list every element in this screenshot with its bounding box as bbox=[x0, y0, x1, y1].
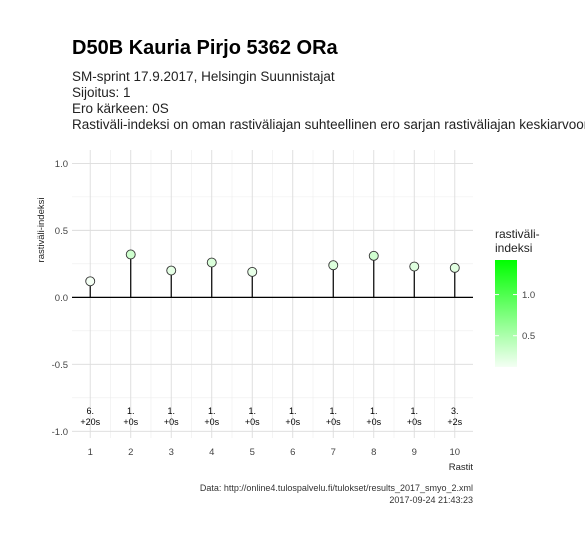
lollipop-point bbox=[125, 249, 136, 260]
y-tick-label: -1.0 bbox=[52, 427, 68, 438]
annotation-diff: +0s bbox=[285, 417, 300, 427]
subtitle-line-4: Rastiväli-indeksi on oman rastiväliajan … bbox=[72, 117, 585, 132]
annotation-rank: 1. bbox=[248, 406, 256, 416]
legend-title-line-1: rastiväli- bbox=[495, 227, 540, 241]
lollipop-point bbox=[328, 260, 339, 271]
annotation-diff: +0s bbox=[366, 417, 381, 427]
y-tick-label: 0.5 bbox=[55, 226, 68, 237]
annotation-diff: +0s bbox=[164, 417, 179, 427]
lollipop-point bbox=[166, 265, 177, 276]
annotation-rank: 1. bbox=[329, 406, 337, 416]
color-legend: rastiväli- indeksi 1.0 0.5 bbox=[495, 227, 540, 367]
x-axis: 1 2 3 4 5 6 7 8 9 10 bbox=[88, 447, 460, 458]
lollipop-point bbox=[368, 250, 379, 261]
chart-title: D50B Kauria Pirjo 5362 ORa bbox=[72, 37, 339, 59]
x-axis-label: Rastit bbox=[449, 462, 474, 473]
y-tick-label: -0.5 bbox=[52, 360, 68, 371]
x-tick-label: 10 bbox=[449, 447, 460, 458]
annotation-diff: +0s bbox=[245, 417, 260, 427]
annotation-diff: +20s bbox=[80, 417, 100, 427]
y-tick-label: 1.0 bbox=[55, 159, 68, 170]
annotation-rank: 1. bbox=[289, 406, 297, 416]
y-axis: -1.0 -0.5 0.0 0.5 1.0 bbox=[52, 159, 68, 438]
annotation-rank: 1. bbox=[127, 406, 135, 416]
legend-ticks: 1.0 0.5 bbox=[495, 290, 535, 342]
caption-timestamp: 2017-09-24 21:43:23 bbox=[389, 495, 473, 505]
lollipop-point bbox=[247, 266, 258, 277]
caption-source: Data: http://online4.tulospalvelu.fi/tul… bbox=[200, 483, 473, 493]
annotations: 6.+20s1.+0s1.+0s1.+0s1.+0s1.+0s1.+0s1.+0… bbox=[80, 406, 462, 427]
annotation-rank: 1. bbox=[370, 406, 378, 416]
annotation-rank: 1. bbox=[208, 406, 216, 416]
x-tick-label: 2 bbox=[128, 447, 133, 458]
lollipop-marks bbox=[85, 249, 460, 298]
annotation-rank: 1. bbox=[411, 406, 419, 416]
annotation-diff: +0s bbox=[326, 417, 341, 427]
annotation-diff: +0s bbox=[407, 417, 422, 427]
y-axis-label: rastiväli-indeksi bbox=[36, 198, 47, 263]
x-tick-label: 6 bbox=[290, 447, 295, 458]
annotation-rank: 1. bbox=[167, 406, 175, 416]
x-tick-label: 4 bbox=[209, 447, 214, 458]
annotation-diff: +2s bbox=[447, 417, 462, 427]
lollipop-point bbox=[449, 262, 460, 273]
subtitle-line-2: Sijoitus: 1 bbox=[72, 85, 131, 100]
x-tick-label: 9 bbox=[412, 447, 417, 458]
x-tick-label: 3 bbox=[169, 447, 174, 458]
grid bbox=[72, 150, 473, 438]
legend-colorbar bbox=[495, 260, 517, 367]
legend-tick-label: 1.0 bbox=[522, 290, 535, 301]
x-tick-label: 7 bbox=[331, 447, 336, 458]
annotation-diff: +0s bbox=[123, 417, 138, 427]
annotation-rank: 6. bbox=[86, 406, 94, 416]
annotation-rank: 3. bbox=[451, 406, 459, 416]
legend-tick-label: 0.5 bbox=[522, 331, 535, 342]
lollipop-point bbox=[206, 257, 217, 268]
y-tick-label: 0.0 bbox=[55, 293, 68, 304]
x-tick-label: 8 bbox=[371, 447, 376, 458]
x-tick-label: 5 bbox=[250, 447, 255, 458]
x-tick-label: 1 bbox=[88, 447, 93, 458]
legend-title-line-2: indeksi bbox=[495, 241, 532, 255]
subtitle-line-1: SM-sprint 17.9.2017, Helsingin Suunnista… bbox=[72, 69, 335, 84]
lollipop-point bbox=[85, 276, 96, 287]
subtitle-line-3: Ero kärkeen: 0S bbox=[72, 101, 169, 116]
lollipop-point bbox=[409, 261, 420, 272]
annotation-diff: +0s bbox=[204, 417, 219, 427]
